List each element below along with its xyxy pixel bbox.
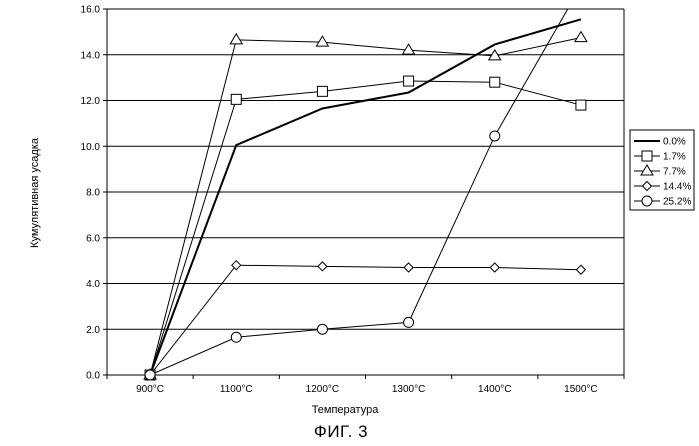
series-lines xyxy=(150,0,581,375)
y-tick-label: 6.0 xyxy=(86,233,100,244)
series-point-14.4% xyxy=(576,265,585,274)
series-point-1.7% xyxy=(231,94,241,104)
x-tick-label: 1400°C xyxy=(478,384,511,395)
x-tick-label: 1200°C xyxy=(306,384,339,395)
x-tick-label: 1500°C xyxy=(564,384,597,395)
series-point-1.7% xyxy=(490,77,500,87)
y-axis-title: Кумулятивная усадка xyxy=(29,137,41,248)
series-point-25.2% xyxy=(145,370,155,380)
series-point-1.7% xyxy=(404,76,414,86)
axes xyxy=(103,9,624,379)
y-tick-label: 10.0 xyxy=(81,142,101,153)
legend-marker-25.2% xyxy=(642,196,652,206)
series-point-7.7% xyxy=(316,36,328,46)
y-tick-label: 2.0 xyxy=(86,325,100,336)
legend-label: 25.2% xyxy=(663,197,691,208)
legend-marker-1.7% xyxy=(642,151,652,161)
series-point-14.4% xyxy=(404,263,413,272)
series-point-25.2% xyxy=(490,131,500,141)
x-tick-label: 1300°C xyxy=(392,384,425,395)
series-point-25.2% xyxy=(231,332,241,342)
series-line-25.2% xyxy=(150,0,581,375)
legend-label: 0.0% xyxy=(663,137,686,148)
legend-label: 7.7% xyxy=(663,167,686,178)
series-point-25.2% xyxy=(317,324,327,334)
legend-label: 1.7% xyxy=(663,152,686,163)
legend-label: 14.4% xyxy=(663,182,691,193)
series-markers xyxy=(144,32,587,380)
series-line-0.0% xyxy=(150,19,581,375)
legend: 0.0% 1.7% 7.7% 14.4% 25.2% xyxy=(630,130,694,210)
series-point-14.4% xyxy=(318,262,327,271)
series-line-14.4% xyxy=(150,265,581,375)
y-tick-label: 12.0 xyxy=(81,96,101,107)
y-tick-label: 8.0 xyxy=(86,188,100,199)
series-point-1.7% xyxy=(576,100,586,110)
series-point-14.4% xyxy=(232,261,241,270)
series-point-7.7% xyxy=(575,32,587,42)
series-point-1.7% xyxy=(317,86,327,96)
figure-caption: ФИГ. 3 xyxy=(314,422,368,441)
series-point-7.7% xyxy=(403,44,415,54)
series-point-25.2% xyxy=(404,317,414,327)
y-tick-label: 4.0 xyxy=(86,279,100,290)
y-tick-labels: 0.0 2.0 4.0 6.0 8.0 10.0 12.0 14.0 16.0 xyxy=(81,5,101,382)
x-tick-labels: 900°C 1100°C 1200°C 1300°C 1400°C 1500°C xyxy=(136,384,598,395)
x-axis-title: Температура xyxy=(312,404,380,416)
y-tick-label: 0.0 xyxy=(86,371,100,382)
series-point-7.7% xyxy=(230,34,242,44)
y-tick-label: 16.0 xyxy=(81,5,101,16)
y-tick-label: 14.0 xyxy=(81,50,101,61)
x-tick-label: 1100°C xyxy=(220,384,253,395)
series-point-14.4% xyxy=(490,263,499,272)
x-tick-label: 900°C xyxy=(136,384,164,395)
